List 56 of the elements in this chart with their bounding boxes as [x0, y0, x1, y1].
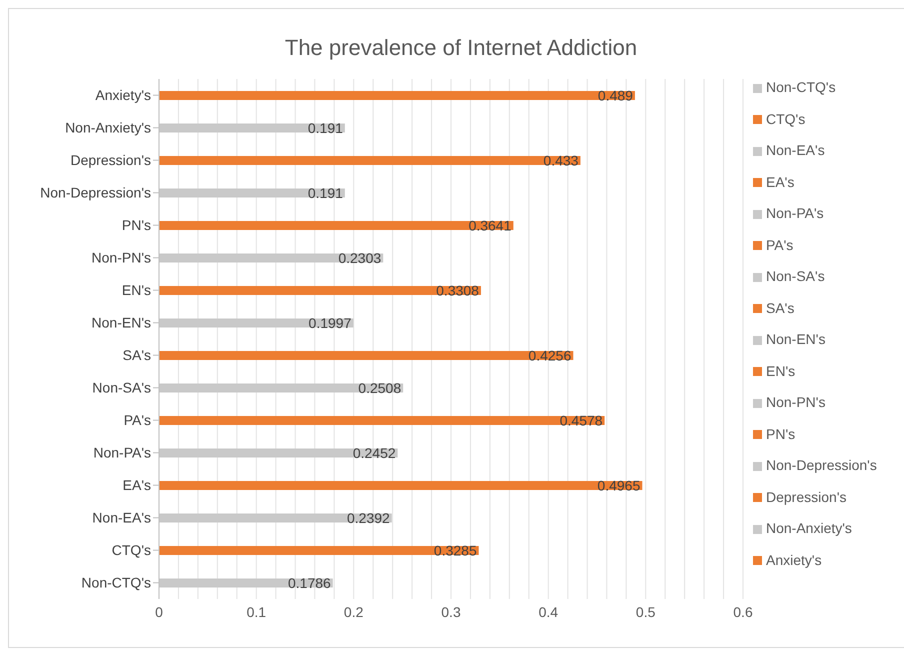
legend-label: CTQ's	[766, 110, 806, 126]
legend-label: Non-EA's	[766, 142, 825, 158]
y-tick-label: CTQ's	[112, 542, 151, 558]
data-label: 0.1997	[308, 314, 352, 331]
x-tick-label: 0.4	[538, 604, 558, 620]
data-label: 0.2452	[352, 444, 396, 461]
y-tick-label: EN's	[122, 282, 151, 298]
y-tick-label: PN's	[122, 217, 151, 234]
y-tick-label: SA's	[122, 347, 151, 364]
x-tick-label: 0.3	[441, 604, 461, 620]
legend-label: Anxiety's	[766, 552, 822, 568]
data-label: 0.3285	[434, 542, 477, 558]
data-label: 0.489	[598, 87, 634, 104]
y-tick-label: Non-EN's	[92, 314, 151, 331]
x-tick-label: 0	[155, 604, 164, 620]
legend-label: EA's	[766, 174, 794, 190]
legend-label: Non-PA's	[766, 205, 824, 221]
data-label: 0.3641	[468, 217, 512, 234]
data-label: 0.1786	[288, 574, 332, 591]
y-tick-label: Anxiety's	[95, 87, 151, 104]
y-tick-label: Non-CTQ's	[81, 574, 151, 591]
x-tick-label: 0.1	[246, 604, 266, 620]
legend-label: Non-Depression's	[766, 457, 877, 473]
legend-label: Depression's	[766, 488, 846, 504]
data-label: 0.191	[308, 184, 344, 201]
y-tick-label: Depression's	[70, 152, 151, 168]
x-tick-label: 0.6	[733, 604, 753, 620]
chart-title: The prevalence of Internet Addiction	[284, 35, 638, 61]
y-tick-label: Non-PN's	[92, 250, 151, 266]
legend-label: Non-EN's	[766, 331, 826, 347]
legend-label: Non-SA's	[766, 268, 825, 284]
y-tick-label: PA's	[124, 412, 151, 428]
data-label: 0.2303	[338, 250, 382, 266]
data-label: 0.4578	[560, 412, 603, 428]
data-label: 0.433	[543, 152, 579, 168]
data-label: 0.191	[308, 120, 344, 136]
legend-label: PA's	[766, 236, 794, 252]
legend-label: Non-PN's	[766, 394, 826, 410]
legend-label: PN's	[766, 426, 796, 442]
legend-label: Non-CTQ's	[766, 79, 836, 95]
legend-label: SA's	[766, 300, 794, 316]
legend-label: EN's	[766, 362, 796, 378]
data-label: 0.2392	[346, 510, 390, 526]
data-label: 0.4965	[597, 477, 640, 494]
y-tick-label: Non-PA's	[93, 444, 151, 461]
y-tick-label: Non-Depression's	[40, 184, 151, 201]
y-tick-label: EA's	[122, 477, 151, 494]
x-tick-label: 0.5	[636, 604, 656, 620]
y-tick-label: Non-SA's	[92, 380, 151, 396]
y-tick-label: Non-Anxiety's	[65, 120, 151, 136]
data-label: 0.4256	[528, 347, 572, 364]
x-tick-label: 0.2	[344, 604, 364, 620]
legend-label: Non-Anxiety's	[766, 520, 852, 536]
y-tick-label: Non-EA's	[92, 510, 151, 526]
data-label: 0.3308	[436, 282, 480, 298]
data-label: 0.2508	[358, 380, 402, 396]
